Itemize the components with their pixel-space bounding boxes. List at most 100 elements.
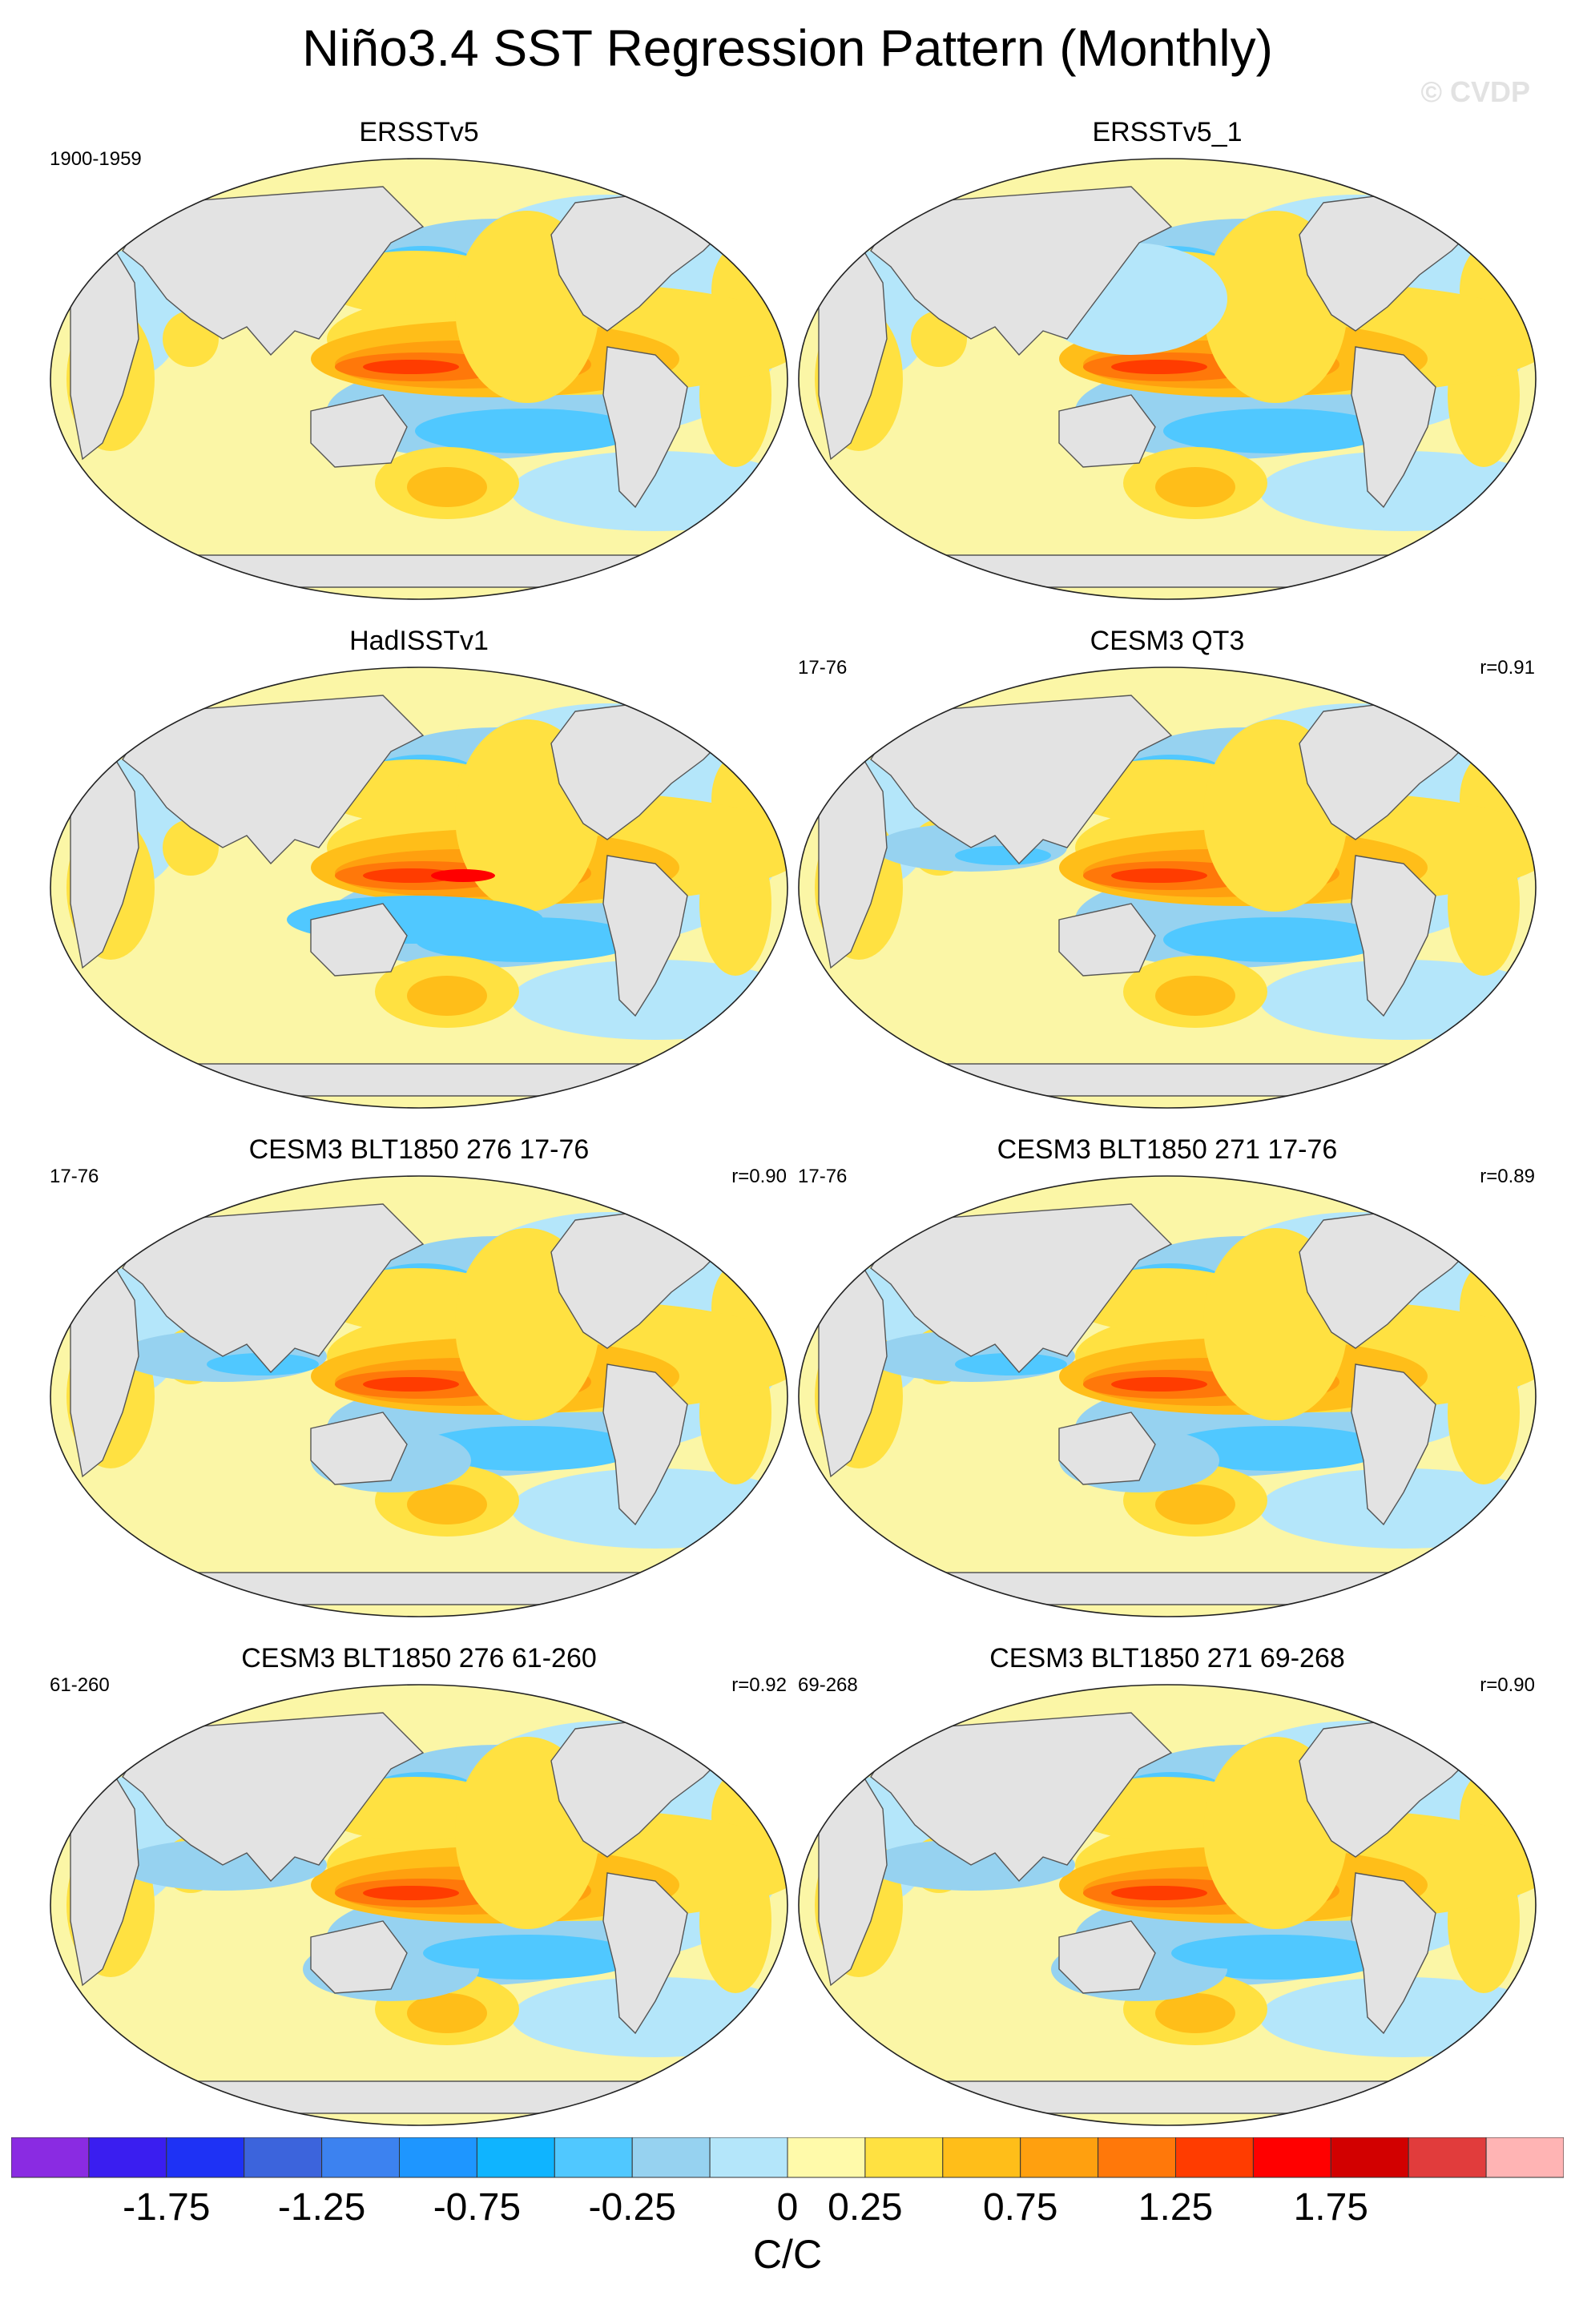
- anomaly-contour: [363, 1886, 459, 1900]
- panel-title: CESM3 BLT1850 271 69-268: [989, 1643, 1345, 1674]
- panel-left-label: 17-76: [798, 657, 848, 679]
- anomaly-contour: [1163, 1426, 1388, 1471]
- panel-title: HadISSTv1: [349, 626, 489, 656]
- land-australia: [1058, 394, 1156, 468]
- anomaly-contour: [363, 1377, 459, 1392]
- land-samerica: [1351, 1872, 1436, 2035]
- colorbar-swatch: [787, 2137, 866, 2178]
- land-asia: [122, 186, 425, 356]
- map-outline: [798, 1175, 1537, 1617]
- land-antarctica: [132, 2080, 706, 2114]
- anomaly-contour: [1111, 1886, 1207, 1900]
- land-asia: [122, 1203, 425, 1374]
- colorbar-tick-label: 1.25: [1138, 2186, 1214, 2229]
- land-africa: [70, 1768, 139, 1987]
- colorbar-swatch: [864, 2137, 944, 2178]
- colorbar-swatch: [399, 2137, 477, 2178]
- colorbar-swatch: [166, 2137, 245, 2178]
- colorbar-swatch: [1252, 2137, 1331, 2178]
- panel-right-label: r=0.90: [1480, 1674, 1535, 1696]
- colorbar-tick-label: -0.75: [433, 2186, 522, 2229]
- colorbar-swatch: [1098, 2137, 1176, 2178]
- land-asia: [870, 1712, 1173, 1883]
- colorbar-tick-label: 0: [776, 2186, 799, 2229]
- land-samerica: [602, 1872, 688, 2035]
- land-australia: [310, 1920, 408, 1994]
- anomaly-contour: [423, 1937, 567, 1969]
- land-samerica: [1351, 855, 1436, 1017]
- land-samerica: [602, 1363, 688, 1526]
- land-asia: [122, 695, 425, 865]
- land-asia: [870, 695, 1173, 865]
- land-antarctica: [132, 554, 706, 588]
- figure-title: Niño3.4 SST Regression Pattern (Monthly): [302, 19, 1273, 77]
- panel-left-label: 1900-1959: [50, 148, 142, 170]
- colorbar-tick-label: 1.75: [1293, 2186, 1368, 2229]
- land-asia: [870, 186, 1173, 356]
- colorbar-swatch: [1175, 2137, 1254, 2178]
- panel-title: CESM3 BLT1850 271 17-76: [997, 1134, 1338, 1165]
- land-australia: [310, 903, 408, 977]
- land-samerica: [1351, 346, 1436, 509]
- map-outline: [50, 667, 788, 1109]
- colorbar-swatch: [11, 2137, 90, 2178]
- anomaly-contour: [1155, 1993, 1235, 2033]
- map-area: [50, 159, 788, 599]
- anomaly-contour: [1155, 976, 1235, 1016]
- colorbar-swatch: [554, 2137, 633, 2178]
- land-samerica: [602, 346, 688, 509]
- panel-cesm3-blt1850-276-17-76: CESM3 BLT1850 276 17-76 17-76 r=0.90: [46, 1134, 792, 1622]
- panel-left-label: 17-76: [798, 1166, 848, 1187]
- colorbar-swatch: [1020, 2137, 1099, 2178]
- sst-regression-map: [50, 667, 788, 1109]
- anomaly-contour: [407, 1484, 487, 1524]
- sst-regression-map: [798, 1175, 1537, 1617]
- panel-title: ERSSTv5_1: [1092, 117, 1243, 147]
- map-area: [799, 1176, 1536, 1617]
- anomaly-contour: [415, 1426, 639, 1471]
- land-australia: [310, 394, 408, 468]
- colorbar-swatch: [244, 2137, 323, 2178]
- land-australia: [1058, 1920, 1156, 1994]
- map-area: [50, 1176, 788, 1617]
- map-area: [799, 159, 1536, 599]
- panel-cesm3-blt1850-271-69-268: CESM3 BLT1850 271 69-268 69-268 r=0.90: [795, 1642, 1540, 2131]
- watermark: © CVDP: [1420, 75, 1530, 108]
- anomaly-contour: [431, 869, 495, 882]
- land-africa: [818, 751, 888, 969]
- land-africa: [818, 1768, 888, 1987]
- land-africa: [818, 1259, 888, 1478]
- land-greenland: [1483, 1703, 1517, 1754]
- colorbar-tick-label: -1.25: [277, 2186, 366, 2229]
- panel-title: CESM3 QT3: [1090, 626, 1245, 656]
- anomaly-contour: [955, 1353, 1067, 1375]
- anomaly-contour: [1155, 1484, 1235, 1524]
- land-antarctica: [880, 1572, 1454, 1605]
- colorbar-swatch: [88, 2137, 167, 2178]
- land-asia: [870, 1203, 1173, 1374]
- colorbar-swatch: [476, 2137, 555, 2178]
- anomaly-contour: [1111, 868, 1207, 883]
- panel-title: ERSSTv5: [359, 117, 479, 147]
- anomaly-contour: [363, 868, 459, 883]
- anomaly-contour: [407, 1993, 487, 2033]
- anomaly-contour: [1163, 917, 1388, 962]
- land-greenland: [1483, 686, 1517, 736]
- anomaly-contour: [1111, 360, 1207, 374]
- anomaly-contour: [1171, 1937, 1315, 1969]
- colorbar-swatch: [709, 2137, 788, 2178]
- land-antarctica: [880, 1063, 1454, 1097]
- sst-regression-map: [798, 1684, 1537, 2126]
- colorbar-swatch: [321, 2137, 401, 2178]
- land-africa: [70, 1259, 139, 1478]
- land-greenland: [1483, 177, 1517, 228]
- land-africa: [70, 242, 139, 461]
- anomaly-contour: [407, 976, 487, 1016]
- map-area: [50, 667, 788, 1108]
- map-outline: [50, 1175, 788, 1617]
- land-greenland: [735, 177, 768, 228]
- colorbar-swatch: [1330, 2137, 1409, 2178]
- panel-cesm3-qt3: CESM3 QT3 17-76 r=0.91: [795, 625, 1540, 1114]
- colorbar: [11, 2137, 1564, 2178]
- colorbar-swatch: [942, 2137, 1021, 2178]
